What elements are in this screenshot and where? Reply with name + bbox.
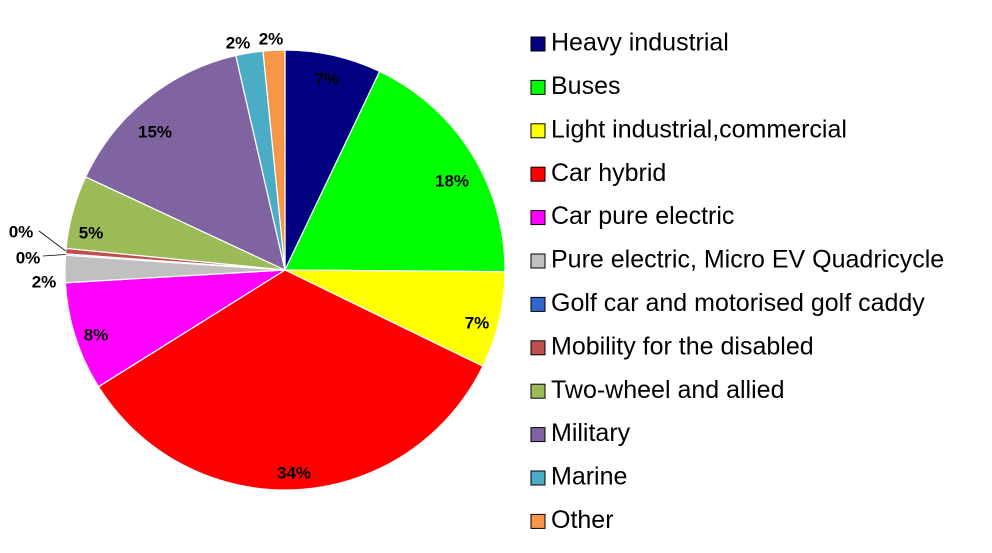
legend-item-car-pure-electric: Car pure electric — [530, 202, 734, 230]
legend-swatch — [530, 340, 546, 356]
slice-label-two-wheel-and-allied: 5% — [79, 223, 104, 242]
pie-slices — [64, 49, 506, 491]
legend-item-mobility-for-the-disabled: Mobility for the disabled — [530, 332, 814, 360]
legend-item-military: Military — [530, 419, 631, 447]
legend-item-marine: Marine — [530, 463, 627, 491]
legend-swatch — [530, 123, 546, 139]
legend-item-car-hybrid: Car hybrid — [530, 159, 666, 187]
pie-slice-buses — [284, 70, 506, 273]
legend-label: Other — [551, 506, 614, 534]
legend-item-pure-electric-micro-ev-quadricycle: Pure electric, Micro EV Quadricycle — [530, 246, 944, 274]
legend-label: Heavy industrial — [551, 29, 729, 57]
legend-label: Golf car and motorised golf caddy — [551, 289, 925, 317]
legend-swatch — [530, 383, 546, 399]
legend-label: Two-wheel and allied — [551, 376, 784, 404]
legend-item-light-industrial-commercial: Light industrial,commercial — [530, 115, 847, 143]
slice-label-heavy-industrial: 7% — [315, 69, 340, 88]
slice-label-light-industrial-commercial: 7% — [465, 313, 490, 332]
legend-label: Pure electric, Micro EV Quadricycle — [551, 246, 944, 274]
legend-label: Car hybrid — [551, 159, 666, 187]
slice-label-pure-electric-micro-ev-quadricycle: 2% — [32, 272, 57, 291]
leader-line-golf-car-and-motorised-golf-caddy — [42, 254, 66, 257]
slice-label-buses: 18% — [435, 171, 469, 190]
legend-swatch — [530, 513, 546, 529]
legend-swatch — [530, 79, 546, 95]
slice-label-military: 15% — [138, 122, 172, 141]
slice-label-golf-car-and-motorised-golf-caddy: 0% — [16, 248, 41, 267]
slice-label-marine: 2% — [226, 33, 251, 52]
pie-slice-other — [262, 49, 286, 271]
slice-label-car-pure-electric: 8% — [84, 325, 109, 344]
legend-swatch — [530, 210, 546, 226]
legend-swatch — [530, 427, 546, 443]
legend-swatch — [530, 253, 546, 269]
slice-label-car-hybrid: 34% — [277, 463, 311, 482]
legend-label: Military — [551, 419, 631, 447]
legend-label: Mobility for the disabled — [551, 332, 814, 360]
pie-slice-car-pure-electric — [64, 269, 286, 388]
legend-swatch — [530, 296, 546, 312]
legend-label: Buses — [551, 72, 620, 100]
legend-item-two-wheel-and-allied: Two-wheel and allied — [530, 376, 784, 404]
slice-label-mobility-for-the-disabled: 0% — [9, 222, 34, 241]
legend-label: Light industrial,commercial — [551, 115, 847, 143]
legend-swatch — [530, 166, 546, 182]
slice-label-other: 2% — [259, 29, 284, 48]
legend-item-golf-car-and-motorised-golf-caddy: Golf car and motorised golf caddy — [530, 289, 925, 317]
leader-line-mobility-for-the-disabled — [38, 230, 67, 252]
leader-lines — [38, 230, 67, 257]
legend-item-buses: Buses — [530, 72, 620, 100]
legend-label: Marine — [551, 463, 627, 491]
pie-slice-car-hybrid — [97, 269, 484, 491]
slice-labels: 7% 18% 7% 34% 8% 2% 0% 0% 5% 15% 2% 2% — [9, 29, 490, 482]
legend-swatch — [530, 36, 546, 52]
legend-item-other: Other — [530, 506, 614, 534]
legend: Heavy industrial Buses Light industrial,co… — [530, 29, 944, 534]
legend-label: Car pure electric — [551, 202, 734, 230]
legend-item-heavy-industrial: Heavy industrial — [530, 29, 729, 57]
legend-swatch — [530, 470, 546, 486]
pie-slice-military — [84, 54, 286, 272]
